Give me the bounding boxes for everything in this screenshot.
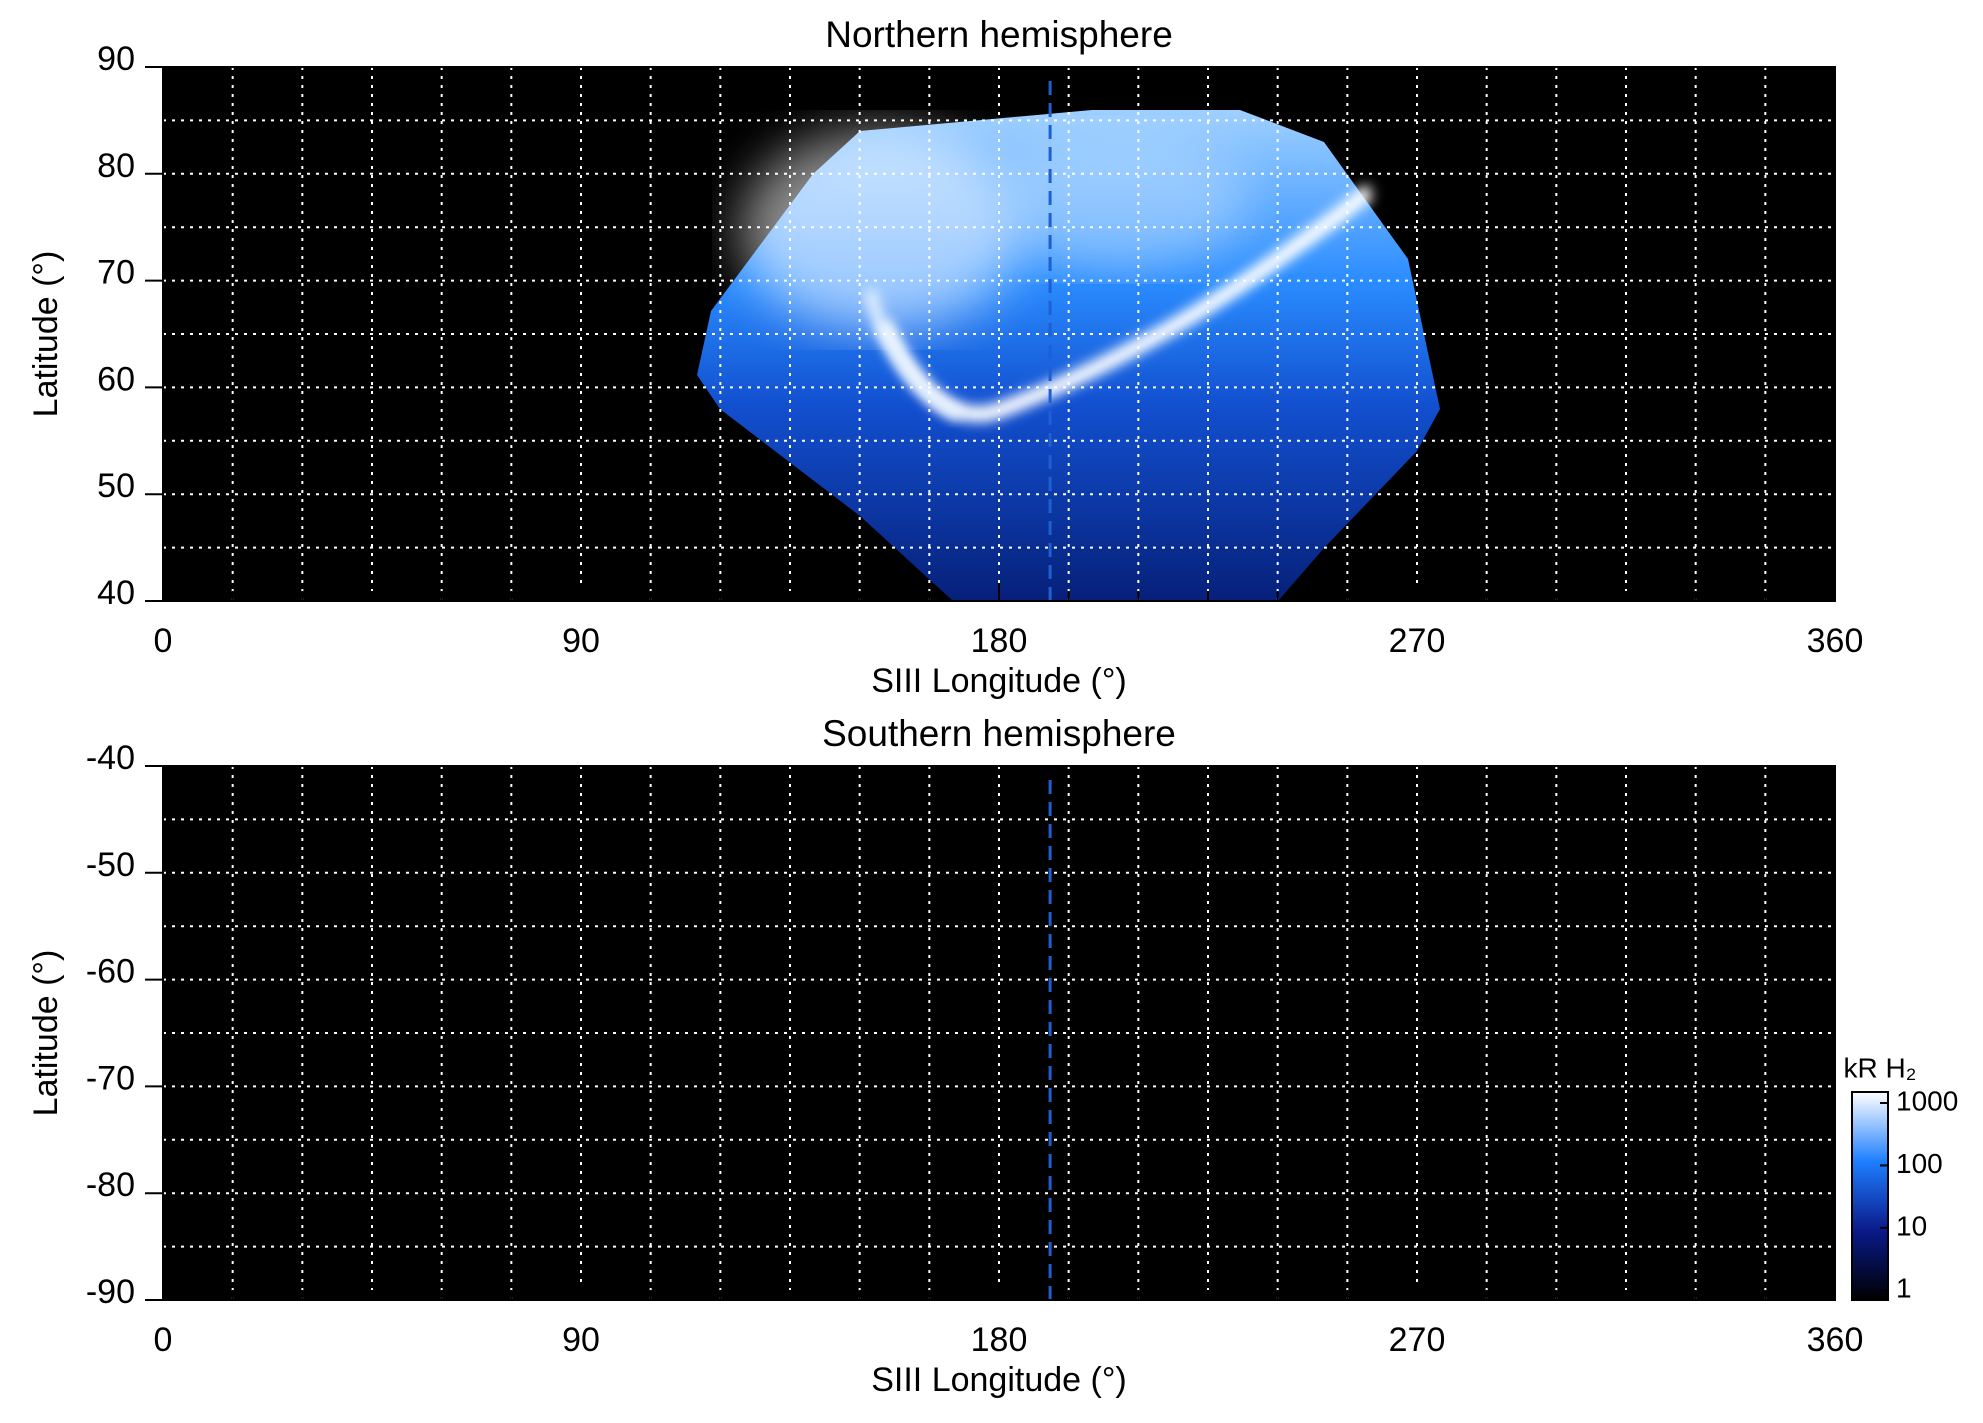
x-tick-label: 90 bbox=[562, 622, 600, 660]
y-tick-label: 90 bbox=[97, 40, 135, 78]
y-tick-label: -80 bbox=[86, 1166, 135, 1204]
x-tick-label: 270 bbox=[1389, 1321, 1446, 1359]
y-tick-label: 40 bbox=[97, 574, 135, 612]
x-axis-label: SIII Longitude (°) bbox=[871, 1361, 1127, 1399]
y-tick-label: 50 bbox=[97, 467, 135, 505]
panel-frame bbox=[162, 66, 1836, 602]
colorbar-tick-label: 1 bbox=[1896, 1273, 1912, 1304]
x-tick-label: 0 bbox=[154, 622, 173, 660]
colorbar-label: kR H₂ bbox=[1843, 1052, 1916, 1083]
panel-frame bbox=[162, 765, 1836, 1301]
y-tick-label: -70 bbox=[86, 1059, 135, 1097]
colorbar bbox=[1851, 1091, 1889, 1301]
colorbar-tick-label: 1000 bbox=[1896, 1085, 1958, 1116]
y-axis-label: Latitude (°) bbox=[27, 251, 65, 418]
y-tick-label: -60 bbox=[86, 953, 135, 991]
y-tick-label: 80 bbox=[97, 147, 135, 185]
panel-title: Northern hemisphere bbox=[825, 14, 1173, 55]
x-tick-label: 360 bbox=[1807, 1321, 1864, 1359]
colorbar-tick-label: 100 bbox=[1896, 1148, 1943, 1179]
x-tick-label: 90 bbox=[562, 1321, 600, 1359]
x-tick-label: 180 bbox=[971, 622, 1028, 660]
y-tick-label: 70 bbox=[97, 254, 135, 292]
x-axis-label: SIII Longitude (°) bbox=[871, 662, 1127, 700]
y-axis-label: Latitude (°) bbox=[27, 950, 65, 1117]
x-tick-label: 270 bbox=[1389, 622, 1446, 660]
panel-background bbox=[163, 766, 1835, 1300]
colorbar-tick-label: 10 bbox=[1896, 1210, 1927, 1241]
panel-title: Southern hemisphere bbox=[822, 713, 1176, 754]
x-tick-label: 0 bbox=[154, 1321, 173, 1359]
y-tick-label: -90 bbox=[86, 1273, 135, 1311]
x-tick-label: 180 bbox=[971, 1321, 1028, 1359]
y-tick-label: -50 bbox=[86, 846, 135, 884]
x-tick-label: 360 bbox=[1807, 622, 1864, 660]
y-tick-label: 60 bbox=[97, 360, 135, 398]
y-tick-label: -40 bbox=[86, 739, 135, 777]
